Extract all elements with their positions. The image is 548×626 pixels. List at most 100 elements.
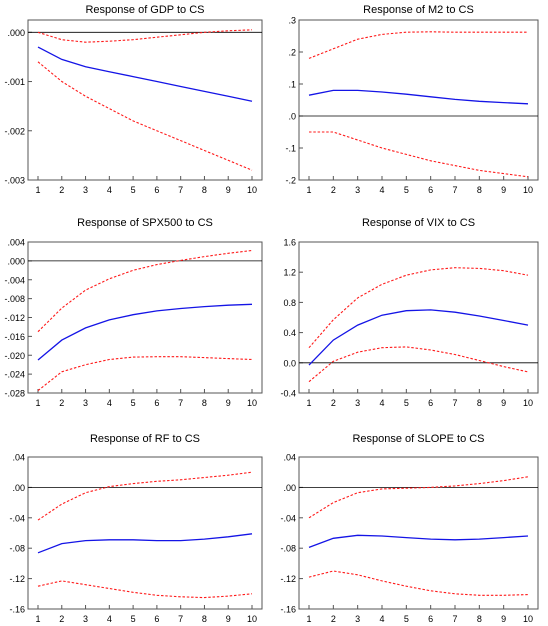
upper-band-line — [308, 476, 529, 519]
plot-frame — [27, 241, 263, 394]
x-tick-label: 1 — [35, 185, 40, 195]
x-tick-label: 4 — [107, 398, 112, 408]
y-tick-label: .00 — [12, 483, 25, 493]
y-tick-label: -.003 — [4, 176, 25, 186]
y-tick-label: .04 — [283, 453, 296, 463]
y-tick-label: .1 — [288, 80, 296, 90]
upper-band-line — [37, 29, 253, 43]
chart-panel: Response of GDP to CS .000 -.001 -.002 -.003… — [4, 4, 263, 195]
x-tick-label: 6 — [154, 398, 159, 408]
y-tick-label: .2 — [288, 48, 296, 58]
x-tick-label: 4 — [107, 614, 112, 624]
chart-panel: Response of M2 to CS .3 .2 .1 .0 -.1 -.2 1 2 3 4 5 6… — [285, 4, 539, 195]
x-tick-label: 1 — [35, 614, 40, 624]
upper-band-line — [37, 471, 253, 521]
chart-panel: Response of RF to CS .04 .00 -.04 -.08 -.12 -.… — [9, 433, 263, 624]
x-tick-label: 9 — [501, 614, 506, 624]
x-tick-label: 10 — [247, 185, 257, 195]
x-tick-label: 6 — [428, 185, 433, 195]
upper-band-line — [37, 249, 253, 333]
chart-title: Response of M2 to CS — [363, 4, 474, 16]
response-line — [37, 533, 253, 554]
y-tick-label: -.020 — [4, 351, 25, 361]
response-line — [308, 309, 529, 366]
x-tick-label: 8 — [477, 614, 482, 624]
x-tick-label: 4 — [107, 185, 112, 195]
x-tick-label: 1 — [35, 398, 40, 408]
response-line — [308, 89, 529, 105]
chart-title: Response of SPX500 to CS — [77, 217, 213, 229]
y-tick-label: -.16 — [9, 605, 25, 615]
y-tick-label: -.001 — [4, 77, 25, 87]
y-tick-label: -.028 — [4, 389, 25, 399]
y-tick-label: -0.4 — [280, 389, 296, 399]
x-tick-label: 6 — [154, 185, 159, 195]
lower-band-line — [309, 131, 529, 178]
x-tick-label: 8 — [202, 398, 207, 408]
y-tick-label: -.004 — [4, 275, 25, 285]
y-tick-label: -.12 — [9, 574, 25, 584]
plot-frame — [27, 456, 263, 610]
x-tick-label: 7 — [452, 614, 457, 624]
y-tick-label: -.024 — [4, 370, 25, 380]
y-tick-label: .0 — [288, 112, 296, 122]
x-tick-label: 10 — [247, 614, 257, 624]
x-tick-label: 5 — [131, 185, 136, 195]
chart-panel: Response of SPX500 to CS .004 .000 -.004 -.0… — [4, 217, 263, 408]
x-tick-label: 10 — [247, 398, 257, 408]
x-tick-label: 8 — [202, 614, 207, 624]
x-tick-label: 8 — [202, 185, 207, 195]
y-tick-label: -.16 — [280, 605, 296, 615]
x-tick-label: 6 — [428, 614, 433, 624]
x-tick-label: 9 — [226, 185, 231, 195]
y-tick-label: .04 — [12, 453, 25, 463]
x-tick-label: 7 — [452, 398, 457, 408]
y-tick-label: -.2 — [285, 176, 296, 186]
chart-title: Response of GDP to CS — [85, 4, 204, 16]
x-tick-label: 5 — [404, 398, 409, 408]
x-tick-label: 2 — [59, 185, 64, 195]
response-line — [308, 534, 529, 549]
x-tick-label: 9 — [501, 185, 506, 195]
x-tick-label: 10 — [523, 398, 533, 408]
plot-frame — [27, 19, 263, 181]
x-tick-label: 5 — [404, 614, 409, 624]
x-tick-label: 10 — [523, 614, 533, 624]
x-tick-label: 3 — [83, 614, 88, 624]
x-tick-label: 9 — [501, 398, 506, 408]
y-tick-label: .000 — [7, 256, 25, 266]
x-tick-label: 1 — [306, 185, 311, 195]
y-tick-label: .004 — [7, 238, 25, 248]
x-tick-label: 5 — [131, 398, 136, 408]
response-line — [37, 46, 253, 102]
chart-panel: Response of SLOPE to CS .04 .00 -.04 -.08 -.1… — [280, 433, 539, 624]
y-tick-label: 0.0 — [283, 358, 296, 368]
x-tick-label: 3 — [83, 398, 88, 408]
x-tick-label: 5 — [131, 614, 136, 624]
x-tick-label: 9 — [226, 398, 231, 408]
y-tick-label: -.012 — [4, 313, 25, 323]
plot-frame — [298, 456, 539, 610]
chart-panel: Response of VIX to CS 1.6 1.2 0.8 0.4 0.0 -0.4… — [280, 217, 539, 408]
y-tick-label: .3 — [288, 16, 296, 26]
plot-frame — [298, 19, 539, 181]
chart-title: Response of VIX to CS — [362, 217, 475, 229]
response-line — [37, 303, 253, 361]
y-tick-label: -.008 — [4, 294, 25, 304]
y-tick-label: -.002 — [4, 126, 25, 136]
y-tick-label: -.08 — [9, 544, 25, 554]
x-tick-label: 2 — [331, 185, 336, 195]
x-tick-label: 2 — [331, 398, 336, 408]
y-tick-label: .000 — [7, 28, 25, 38]
lower-band-line — [37, 580, 253, 599]
lower-band-line — [37, 61, 253, 171]
y-tick-label: -.08 — [280, 544, 296, 554]
x-tick-label: 9 — [226, 614, 231, 624]
x-tick-label: 4 — [379, 614, 384, 624]
x-tick-label: 4 — [379, 398, 384, 408]
y-tick-label: 1.2 — [283, 268, 296, 278]
y-tick-label: 0.8 — [283, 298, 296, 308]
x-tick-label: 3 — [355, 614, 360, 624]
x-tick-label: 3 — [355, 398, 360, 408]
